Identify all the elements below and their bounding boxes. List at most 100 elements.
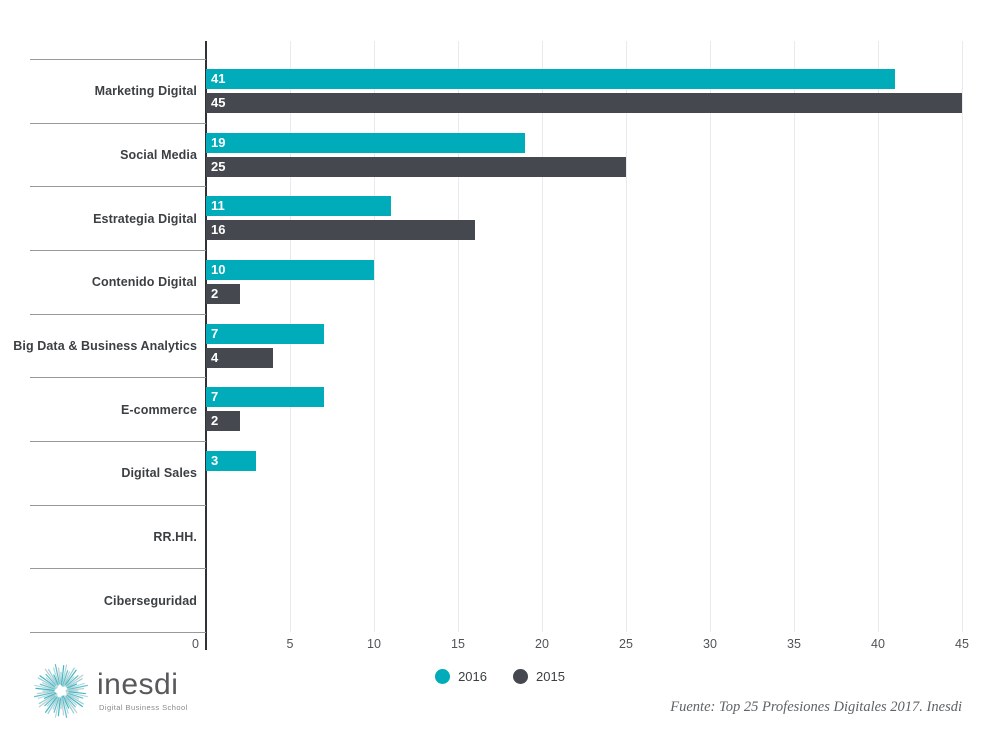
bar-value-label: 4: [211, 349, 219, 365]
logo-burst-ray: [43, 692, 57, 699]
bar-value-label: 10: [211, 261, 226, 277]
logo-burst-ray: [66, 694, 84, 705]
bar-2015: 25: [206, 156, 626, 177]
x-tick-label: 0: [192, 637, 199, 651]
bar-2016: 41: [206, 68, 895, 89]
category-label: Marketing Digital: [30, 59, 206, 123]
bar-slot-2015: 2: [206, 411, 985, 432]
category-label: Big Data & Business Analytics: [13, 313, 206, 378]
bar-value-label: 25: [211, 158, 226, 174]
category-row: Contenido Digital 10 2: [30, 250, 985, 314]
bar-slot-2015: 45: [206, 92, 985, 113]
logo-burst-ray: [37, 677, 57, 689]
logo-burst-ray: [48, 668, 58, 685]
logo-burst-ray: [66, 693, 80, 700]
category-bars: 19 25: [206, 123, 985, 187]
inesdi-logo-icon: [33, 664, 88, 718]
category-row: Big Data & Business Analytics 7 4: [13, 313, 985, 378]
x-tick-label: 15: [451, 637, 465, 651]
logo-burst-ray: [34, 684, 55, 691]
x-tick-label: 40: [871, 637, 885, 651]
x-tick-label: 5: [286, 637, 294, 651]
logo-burst-ray: [54, 697, 61, 718]
logo-burst-ray: [45, 673, 57, 686]
logo-burst-ray: [52, 697, 59, 710]
logo-burst-ray: [46, 694, 58, 707]
category-label: Estrategia Digital: [30, 186, 206, 250]
bar-value-label: 2: [211, 285, 219, 301]
logo-burst-ray: [36, 691, 55, 695]
bar-2015: 16: [206, 220, 475, 241]
bar-2016: 3: [206, 450, 257, 471]
logo-burst-ray: [62, 670, 69, 687]
logo-burst-ray: [44, 696, 58, 713]
chart-rows: Marketing Digital 41 45 Social Media 19 25 Est…: [13, 59, 985, 632]
bar-slot-2016: 7: [206, 323, 985, 344]
bar-slot-2015: 25: [206, 156, 985, 177]
logo-burst-ray: [63, 667, 75, 687]
bottom-separator: [30, 632, 206, 633]
logo-burst-ray: [62, 698, 69, 714]
category-label: Social Media: [30, 122, 206, 187]
logo-burst-ray: [65, 669, 77, 686]
bar-slot-2015: [206, 475, 985, 495]
category-label: Digital Sales: [30, 441, 206, 505]
bar-slot-2016: [206, 578, 985, 598]
legend-label-2015: 2015: [536, 669, 565, 684]
logo-tagline: Digital Business School: [99, 703, 188, 712]
category-row: Ciberseguridad: [30, 568, 985, 632]
bar-2016: 7: [206, 323, 324, 344]
bar-slot-2016: 10: [206, 259, 985, 280]
legend-item-2016: 2016: [435, 669, 487, 684]
legend-item-2015: 2015: [513, 669, 565, 684]
logo-burst-ray: [57, 667, 61, 685]
logo-burst-ray: [35, 687, 55, 691]
y-axis-line: [205, 41, 207, 650]
bar-value-label: 45: [211, 94, 226, 110]
bar-2016: 7: [206, 387, 324, 408]
logo-burst-ray: [64, 676, 75, 687]
logo-burst-ray: [62, 695, 70, 709]
bar-value-label: 41: [211, 70, 226, 86]
bar-2016: 19: [206, 132, 526, 153]
bar-2015: 4: [206, 347, 274, 368]
logo-burst-ray: [44, 695, 56, 707]
category-bars: [206, 568, 985, 632]
category-row: RR.HH.: [30, 504, 985, 569]
x-tick-label: 30: [703, 637, 717, 651]
x-axis-ticks: 0 5 10 15 20 25 30 35 40 45: [192, 637, 969, 653]
bar-slot-2016: 3: [206, 450, 985, 471]
bar-value-label: 19: [211, 134, 226, 150]
bar-value-label: 3: [211, 452, 219, 468]
logo-burst-ray: [39, 683, 56, 690]
logo-burst-ray: [67, 683, 78, 689]
bar-value-label: 7: [211, 389, 219, 405]
logo-burst-ray: [66, 691, 88, 698]
bar-2015: 45: [206, 92, 962, 113]
x-tick-label: 20: [535, 637, 549, 651]
logo-burst-ray: [67, 692, 84, 699]
bar-slot-2015: 16: [206, 220, 985, 241]
logo-burst-ray: [47, 696, 59, 715]
bar-slot-2016: [206, 515, 985, 535]
logo-burst-ray: [44, 668, 59, 687]
bar-slot-2016: 7: [206, 387, 985, 408]
category-row: E-commerce 7 2: [30, 377, 985, 441]
bar-slot-2016: 41: [206, 68, 985, 89]
logo-burst-ray: [68, 691, 86, 695]
bar-slot-2015: [206, 539, 985, 559]
bar-2016: 11: [206, 196, 391, 217]
logo-burst-ray: [52, 667, 60, 685]
bar-slot-2015: 4: [206, 347, 985, 368]
logo-burst-ray: [62, 664, 68, 684]
legend-swatch-2016: [435, 669, 451, 684]
logo-burst-ray: [68, 684, 88, 690]
category-label: Ciberseguridad: [30, 568, 206, 632]
logo-burst-ray: [33, 691, 56, 698]
x-tick-label: 25: [619, 637, 633, 651]
category-row: Social Media 19 25: [30, 122, 985, 187]
bar-value-label: 16: [211, 222, 226, 238]
logo-burst-ray: [38, 694, 55, 705]
category-row: Digital Sales 3: [30, 441, 985, 505]
